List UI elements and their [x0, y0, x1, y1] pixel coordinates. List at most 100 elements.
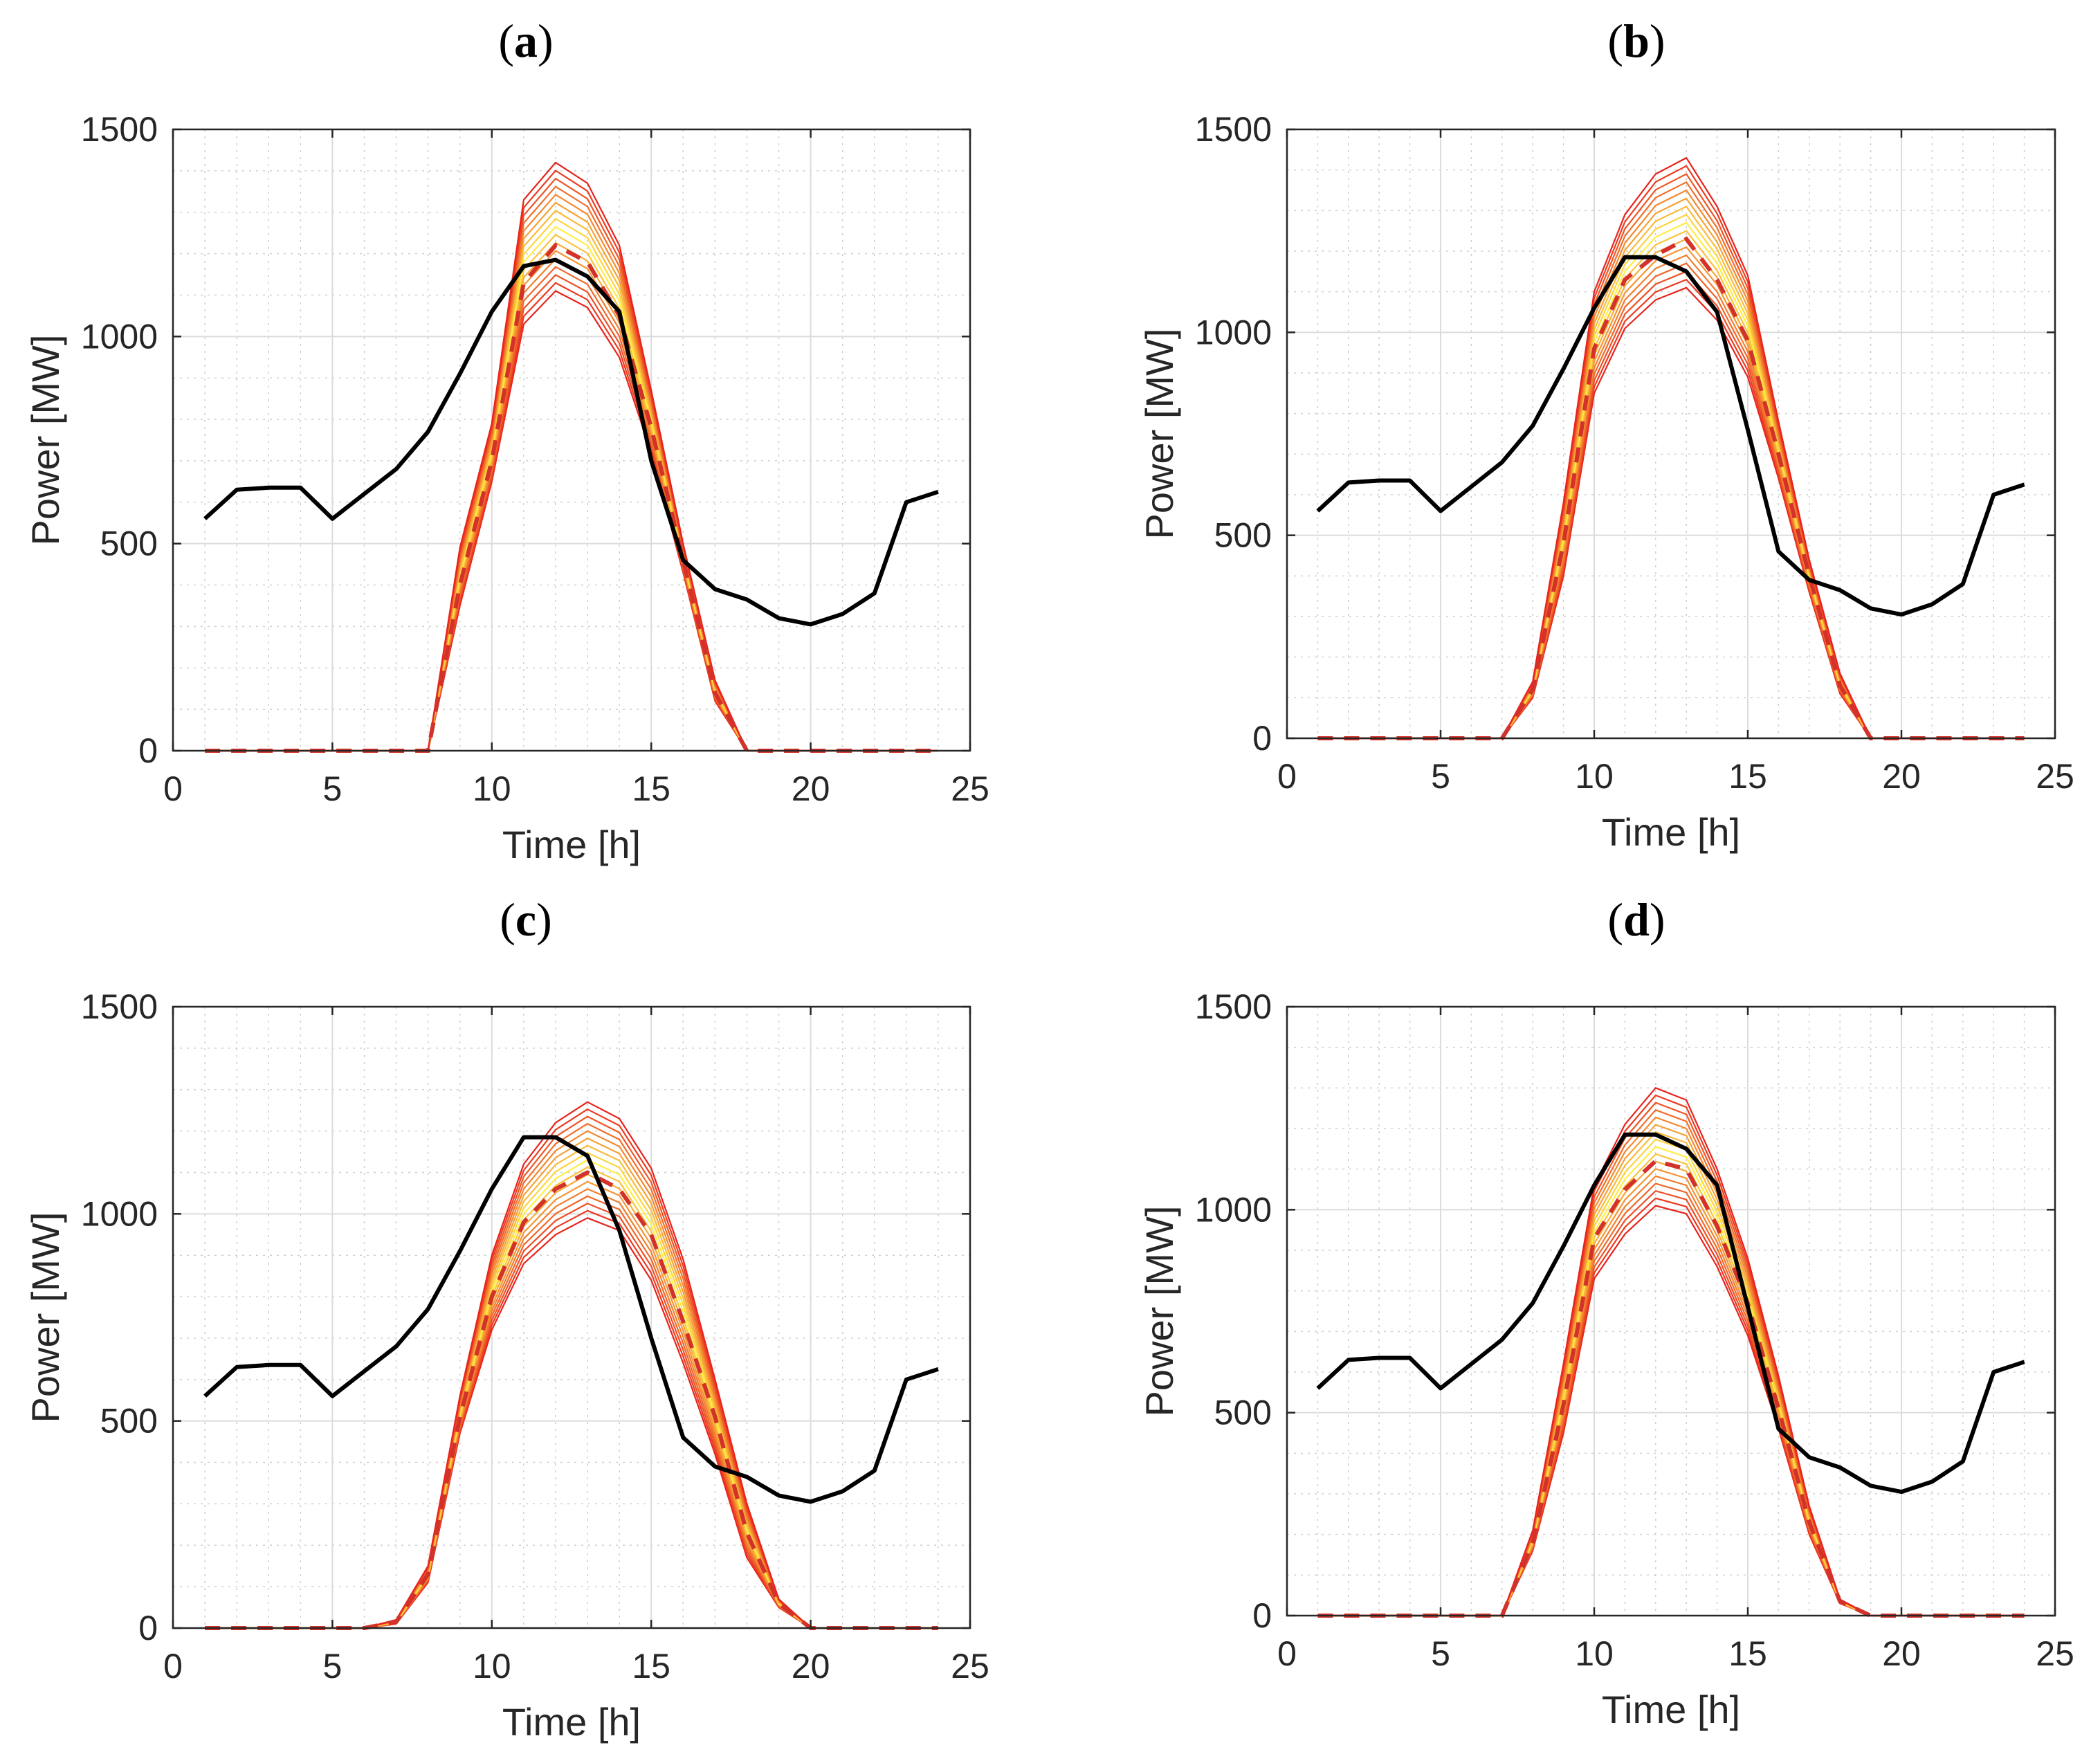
x-axis-title-a: Time [h] [502, 823, 641, 866]
x-tick-label: 10 [1575, 1634, 1614, 1673]
pv-scenario-line [1317, 1197, 2025, 1617]
panel-title-b: (b) [1607, 15, 1665, 67]
pv-mean-line-a [205, 242, 938, 753]
x-tick-label: 25 [2036, 757, 2074, 796]
pv-scenario-line [205, 1144, 938, 1629]
y-tick-label: 500 [1214, 1394, 1272, 1432]
pv-scenario-line [205, 1166, 938, 1629]
y-tick-label: 0 [1252, 719, 1272, 758]
grid-b [1286, 129, 2056, 739]
pv-scenario-line [1317, 286, 2025, 740]
pv-mean-line-b [1317, 236, 2025, 740]
y-tick-label: 0 [138, 1609, 158, 1647]
x-tick-label: 20 [792, 1647, 830, 1686]
pv-scenario-line [1317, 1153, 2025, 1617]
x-tick-label: 15 [1728, 757, 1767, 796]
pv-scenario-line [1317, 1168, 2025, 1617]
pv-scenario-band-a [205, 161, 938, 752]
pv-scenario-line [205, 266, 938, 752]
x-axis-title-d: Time [h] [1602, 1688, 1740, 1731]
pv-mean-line-d [1317, 1158, 2025, 1618]
y-tick-label: 1000 [1195, 313, 1272, 351]
y-axis-title-d: Power [MW] [1138, 1206, 1181, 1417]
pv-scenario-line [1317, 238, 2025, 740]
x-tick-label: 15 [632, 769, 670, 808]
y-axis-title-c: Power [MW] [24, 1212, 67, 1423]
pv-scenario-line [205, 1115, 938, 1629]
y-tick-label: 500 [100, 524, 158, 563]
pv-scenario-line [1317, 1190, 2025, 1617]
pv-scenario-line [1317, 1116, 2025, 1617]
pv-scenario-line [1317, 1102, 2025, 1617]
x-tick-label: 5 [1431, 1634, 1450, 1673]
x-tick-label: 5 [322, 769, 342, 808]
y-tick-label: 1500 [1195, 987, 1272, 1026]
x-axis-title-b: Time [h] [1602, 810, 1740, 854]
pv-scenario-line [1317, 221, 2025, 740]
panel-title-a: (a) [498, 15, 553, 67]
pv-scenario-line [205, 234, 938, 752]
pv-scenario-line [205, 1159, 938, 1629]
pv-scenario-line [1317, 1160, 2025, 1617]
y-tick-label: 1000 [81, 1194, 158, 1233]
x-tick-label: 15 [632, 1647, 670, 1686]
pv-scenario-line [1317, 165, 2025, 740]
load-line-c [203, 1135, 939, 1504]
pv-scenario-line [205, 1195, 938, 1629]
pv-scenario-line [1317, 262, 2025, 740]
x-tick-label: 5 [1431, 757, 1450, 796]
axes-box-b [1286, 128, 2056, 740]
x-tick-label: 25 [951, 769, 989, 808]
pv-scenario-line [205, 1180, 938, 1629]
pv-scenario-line [205, 1101, 938, 1629]
y-tick-label: 500 [100, 1402, 158, 1441]
pv-scenario-line [205, 170, 938, 752]
pv-scenario-line [205, 258, 938, 752]
pv-scenario-line [1317, 279, 2025, 740]
chart-panel-b: (b) 0 5 10 15 20 25 0 500 1000 1500 Time [h] Power [… [1138, 15, 2074, 854]
x-tick-label: 0 [1277, 1634, 1297, 1673]
grid-c [172, 1006, 971, 1629]
chart-panel-c: (c) 0 5 10 15 20 25 0 500 1000 1500 Time [h] Power [… [24, 893, 989, 1744]
y-tick-label: 1500 [81, 987, 158, 1026]
x-tick-label: 15 [1728, 1634, 1767, 1673]
x-tick-label: 10 [1575, 757, 1614, 796]
pv-scenario-line [205, 161, 938, 752]
y-axis-title-b: Power [MW] [1138, 329, 1181, 540]
x-axis-title-c: Time [h] [502, 1700, 641, 1744]
y-tick-label: 0 [138, 731, 158, 770]
pv-scenario-line [1317, 189, 2025, 740]
pv-scenario-line [205, 1108, 938, 1629]
x-tick-label: 20 [1882, 1634, 1921, 1673]
panel-title-c: (c) [500, 893, 552, 946]
pv-scenario-line [1317, 271, 2025, 740]
y-tick-label: 1500 [1195, 110, 1272, 149]
pv-scenario-line [1317, 1146, 2025, 1617]
x-tick-label: 0 [1277, 757, 1297, 796]
pv-scenario-line [205, 1151, 938, 1629]
y-tick-label: 1500 [81, 110, 158, 149]
grid-d [1286, 1006, 2056, 1616]
pv-scenario-line [1317, 1182, 2025, 1617]
pv-scenario-line [1317, 1205, 2025, 1617]
axes-box-a [172, 128, 971, 752]
pv-scenario-line [205, 1173, 938, 1629]
pv-scenario-line [205, 178, 938, 752]
x-tick-label: 10 [473, 1647, 511, 1686]
panel-title-d: (d) [1607, 893, 1665, 946]
axes-box-c [172, 1005, 971, 1629]
y-tick-label: 0 [1252, 1596, 1272, 1635]
pv-mean-line-c [205, 1170, 938, 1630]
pv-scenario-line [205, 290, 938, 752]
pv-scenario-line [1317, 173, 2025, 740]
pv-scenario-line [1317, 1138, 2025, 1617]
x-tick-label: 20 [792, 769, 830, 808]
x-tick-label: 25 [951, 1647, 989, 1686]
chart-panel-a: (a) 0 5 10 15 20 25 0 500 1000 1500 Time [h] Power [… [24, 15, 989, 866]
pv-scenario-line [205, 1203, 938, 1629]
x-tick-label: 25 [2036, 1634, 2074, 1673]
x-tick-label: 0 [163, 1647, 183, 1686]
pv-scenario-line [205, 274, 938, 752]
axes-box-d [1286, 1005, 2056, 1617]
